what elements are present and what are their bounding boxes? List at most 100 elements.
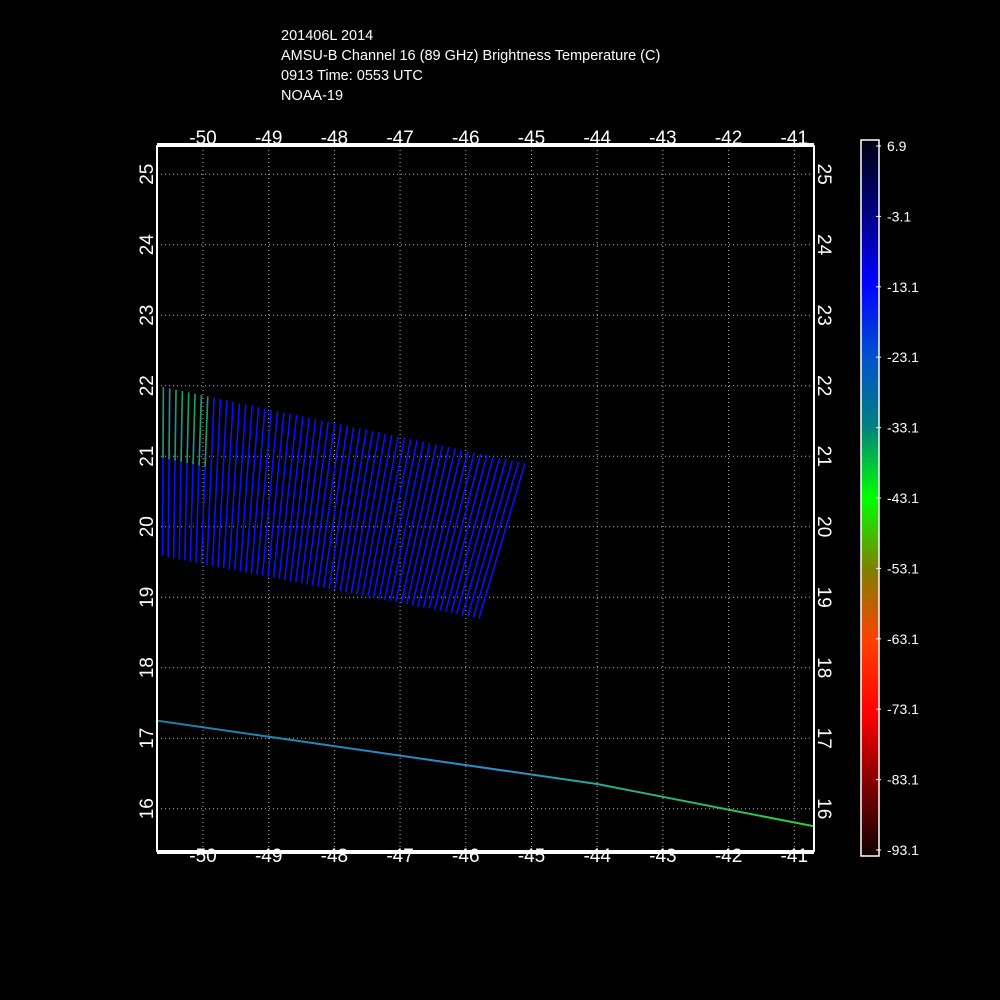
swath-scan-line (444, 455, 488, 612)
swath-warm-line (186, 392, 190, 463)
x-tick-label-bottom: -42 (715, 846, 742, 867)
swath-scan-line (417, 448, 456, 607)
x-tick-label-top: -46 (452, 128, 479, 149)
y-tick-label-right: 23 (813, 305, 834, 326)
swath-warm-line (204, 396, 209, 467)
swath-scan-line (250, 408, 266, 574)
x-tick-label-top: -48 (321, 128, 348, 149)
x-tick-label-top: -42 (715, 128, 742, 149)
x-tick-label-top: -43 (649, 128, 676, 149)
swath-scan-line (350, 432, 380, 594)
colorbar-tick-label: -43.1 (887, 490, 919, 506)
swath-scan-line (367, 436, 399, 597)
x-tick-label-bottom: -49 (255, 846, 282, 867)
swath-scan-line (233, 404, 247, 571)
swath-scan-line (278, 415, 298, 580)
date-time: 0913 Time: 0553 UTC (281, 68, 423, 84)
swath-scan-line (478, 463, 526, 619)
x-tick-label-top: -44 (583, 128, 611, 149)
swath-scan-line (311, 423, 336, 586)
x-tick-label-bottom: -44 (583, 846, 611, 867)
grid (157, 146, 814, 851)
swath-scan-line (206, 397, 215, 565)
y-tick-label-left: 17 (137, 728, 158, 749)
swath-scan-line (322, 425, 349, 588)
swath-warm-line (168, 388, 171, 460)
swath-scan-line (256, 409, 272, 575)
swath-scan-line (422, 449, 463, 608)
swath-scan-line (267, 412, 285, 577)
swath-warm-line (174, 389, 177, 461)
x-tick-label-bottom: -47 (386, 846, 413, 867)
swath-scan-line (450, 456, 494, 614)
x-tick-label-top: -45 (518, 128, 545, 149)
swath-scan-line (294, 419, 317, 583)
x-tick-label-bottom: -46 (452, 846, 479, 867)
plot-border (156, 145, 815, 852)
x-tick-label-top: -41 (781, 128, 808, 149)
swath-scan-line (400, 444, 437, 604)
chart-title: AMSU-B Channel 16 (89 GHz) Brightness Te… (281, 48, 661, 64)
swath-scan-line (467, 460, 514, 617)
y-tick-label-left: 21 (137, 446, 158, 467)
colorbar-tick-label: -3.1 (887, 208, 911, 224)
y-tick-label-left: 23 (137, 305, 158, 326)
swath-scan-line (455, 457, 501, 615)
colorbar-tick-label: -33.1 (887, 420, 919, 436)
x-tick-label-top: -47 (386, 128, 413, 149)
swath-scan-line (461, 459, 507, 616)
swath-scan-line (300, 420, 323, 584)
swath-scan-line (261, 411, 279, 576)
swath-scan-line (383, 440, 418, 600)
colorbar-tick-label: -23.1 (887, 349, 919, 365)
swath-scan-line (306, 421, 330, 585)
title-block: 201406L 2014 AMSU-B Channel 16 (89 GHz) … (281, 26, 660, 106)
colorbar: 6.9 -3.1 -13.1 -23.1 -33.1 -43.1 -53.1 -63.1 -73… (860, 138, 919, 858)
x-tick-label-bottom: -41 (781, 846, 808, 867)
swath-scan-line (339, 429, 368, 592)
colorbar-tick-label: -73.1 (887, 701, 919, 717)
swath-scan-line (328, 427, 355, 589)
swath-scan-line (372, 437, 406, 598)
y-tick-label-left: 24 (137, 234, 158, 256)
colorbar-tick-label: 6.9 (887, 138, 907, 154)
y-tick-label-right: 17 (813, 728, 834, 749)
x-tick-label-bottom: -48 (321, 846, 348, 867)
swath-scan-line (389, 441, 425, 602)
swath-scan-line (472, 461, 520, 618)
swath-scan-line (317, 424, 342, 587)
y-tick-label-left: 16 (137, 798, 158, 819)
swath-scan-line (428, 451, 469, 609)
data-layer (157, 385, 814, 828)
swath-scan-line (411, 447, 450, 606)
x-tick-label-top: -49 (255, 128, 282, 149)
swath-scan-line (272, 413, 292, 578)
colorbar-tick-label: -63.1 (887, 631, 919, 647)
x-tick-label-top: -50 (189, 128, 216, 149)
y-tick-label-left: 20 (137, 516, 158, 537)
y-tick-label-right: 24 (813, 234, 834, 256)
tick-labels: -50 -50 -49 -49 -48 -48 -47 -47 -46 -46 -45 -45 -44 -… (137, 128, 834, 867)
colorbar-tick-label: -83.1 (887, 772, 919, 788)
swath-scan-line (283, 416, 304, 581)
swath-scan-line (361, 435, 393, 596)
y-tick-label-right: 18 (813, 657, 834, 678)
swath-warm-line (198, 395, 203, 466)
y-tick-label-right: 21 (813, 446, 834, 467)
swath-scan-line (239, 405, 253, 572)
colorbar-tick-label: -93.1 (887, 842, 919, 858)
swath-scan-line (217, 400, 228, 567)
swath-scan-line (405, 445, 444, 605)
y-tick-label-left: 22 (137, 375, 158, 396)
swath-warm-line (192, 393, 196, 465)
swath-scan-line (245, 407, 260, 573)
x-tick-label-bottom: -50 (189, 846, 216, 867)
y-tick-label-left: 19 (137, 587, 158, 608)
swath-scan-line (289, 417, 311, 582)
swath-scan-line (356, 433, 387, 595)
swath-scan-line (344, 431, 374, 593)
plot-frame (156, 143, 815, 854)
y-tick-label-right: 25 (813, 164, 834, 185)
swath-scan-line (378, 439, 412, 599)
